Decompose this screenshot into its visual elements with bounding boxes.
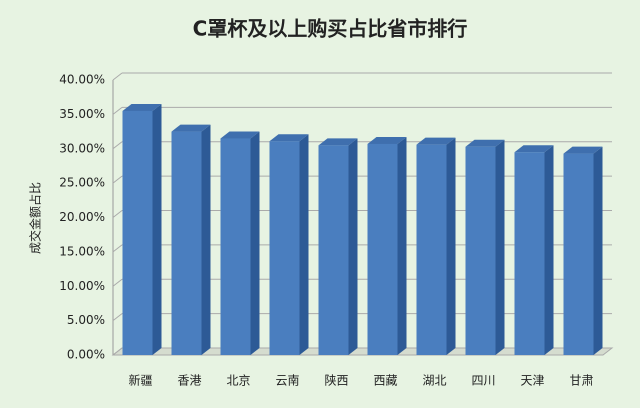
x-tick-label: 西藏 [373, 374, 397, 388]
bar-top [171, 124, 211, 132]
y-tick-label: 30.00% [59, 141, 105, 155]
grid-line-side [112, 72, 123, 81]
bar-top [122, 103, 162, 111]
bar [318, 138, 358, 355]
y-tick-label: 5.00% [67, 313, 105, 327]
bar-top [367, 136, 407, 144]
bar-front [318, 145, 349, 355]
y-tick-label: 35.00% [59, 107, 105, 121]
grid-line-side [112, 175, 123, 184]
bar-side [593, 146, 603, 355]
grid-line-side [112, 244, 123, 253]
x-tick-label: 北京 [226, 374, 250, 388]
bar-side [544, 145, 554, 355]
bar-top [465, 139, 505, 147]
y-tick-label: 15.00% [59, 244, 105, 258]
bar-side [152, 103, 162, 355]
x-tick-label: 四川 [471, 374, 495, 388]
y-tick-label: 25.00% [59, 176, 105, 190]
x-tick-label: 天津 [520, 374, 544, 388]
bar-top [514, 145, 554, 153]
bar-side [201, 124, 211, 355]
bar-top [416, 137, 456, 145]
bar-front [122, 110, 153, 355]
bar [416, 137, 456, 355]
bar [563, 146, 603, 355]
bar-front [465, 146, 496, 355]
bar-side [299, 134, 309, 355]
bar-front [416, 144, 447, 355]
bar-front [171, 131, 202, 355]
bar-front [514, 152, 545, 355]
bar [269, 134, 309, 355]
y-tick-label: 20.00% [59, 210, 105, 224]
bar-side [495, 139, 505, 355]
grid-line-side [112, 313, 123, 322]
x-tick-label: 香港 [177, 374, 201, 388]
grid-line-side [112, 106, 123, 115]
x-tick-label: 甘肃 [569, 374, 593, 388]
x-tick-label: 湖北 [422, 373, 446, 388]
grid-line-side [112, 141, 123, 150]
bar-side [348, 138, 358, 355]
bar [367, 136, 407, 355]
x-tick-label: 云南 [275, 373, 299, 388]
bar-front [563, 153, 594, 355]
bar-top [220, 131, 260, 139]
x-tick-label: 陕西 [324, 373, 348, 388]
bar-front [220, 138, 251, 355]
bar [220, 131, 260, 355]
bar-side [446, 137, 456, 355]
x-tick-label: 新疆 [128, 373, 152, 388]
y-tick-label: 0.00% [67, 348, 105, 362]
chart-title: C罩杯及以上购买占比省市排行 [193, 17, 468, 41]
y-tick-label: 10.00% [59, 279, 105, 293]
bar-front [367, 143, 398, 355]
grid-line-side [112, 210, 123, 218]
bar-top [269, 134, 309, 142]
bar-top [318, 138, 358, 146]
bar-front [269, 141, 300, 355]
bar [465, 139, 505, 355]
y-tick-label: 40.00% [59, 73, 105, 87]
bar [171, 124, 211, 355]
bar-side [397, 136, 407, 355]
bar [514, 145, 554, 355]
grid-line-side [112, 278, 123, 287]
bar-side [250, 131, 260, 355]
y-axis-label: 成交金额占比 [28, 182, 43, 254]
grid-line-side [112, 347, 123, 356]
bar [122, 103, 162, 355]
bar-top [563, 146, 603, 154]
